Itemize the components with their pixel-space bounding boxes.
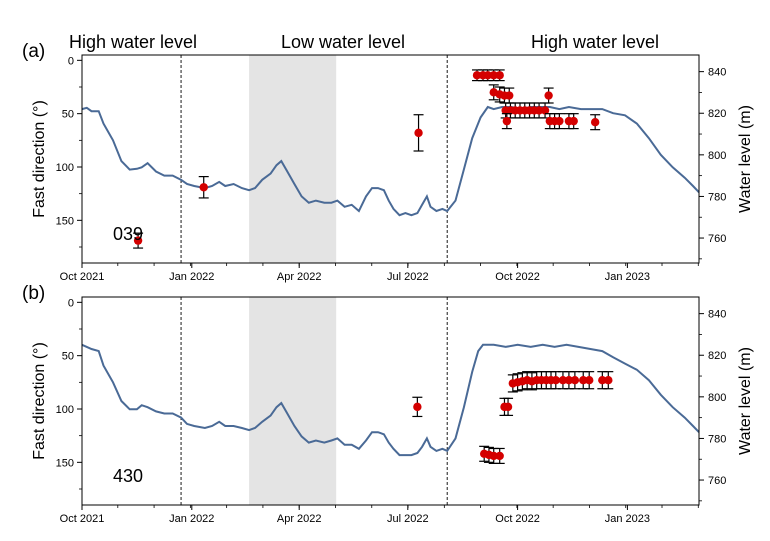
y-axis-title-right: Water level (m) (737, 105, 754, 213)
right-tick-label-4: 820 (708, 108, 726, 120)
water-level-line (81, 343, 700, 457)
data-marker (483, 71, 492, 80)
data-point-23 (543, 87, 554, 104)
data-marker (590, 118, 600, 127)
left-tick-label-4: 150 (56, 215, 74, 227)
data-marker (133, 236, 143, 245)
right-tick-label-1: 760 (708, 233, 726, 245)
right-tick-label-5: 840 (708, 309, 726, 321)
data-point-22 (584, 371, 595, 390)
panel-b: 0 50 100 150 760 780 800 820 840 Oct 2021 Jan 2022… (22, 283, 754, 525)
x-tick-label-5: Oct 2022 (495, 271, 540, 283)
region-label-low: Low water level (281, 32, 405, 52)
data-point-7 (503, 397, 514, 416)
panel-label: (b) (22, 283, 45, 304)
left-tick-label-3: 100 (56, 404, 74, 416)
data-point-22 (501, 113, 512, 130)
plot-frame (81, 296, 700, 506)
data-marker (570, 376, 580, 385)
data-marker (555, 116, 564, 126)
data-marker (495, 71, 504, 80)
data-point-28 (568, 113, 579, 130)
low-water-shading (249, 55, 337, 263)
panel-label: (a) (22, 41, 45, 62)
left-tick-label-2: 50 (62, 351, 74, 363)
data-point-5 (494, 447, 505, 464)
low-water-shading (249, 297, 337, 505)
x-tick-label-6: Jan 2023 (605, 513, 650, 525)
x-tick-label-1: Oct 2021 (60, 513, 105, 525)
station-label: 430 (113, 466, 143, 486)
x-tick-label-2: Jan 2022 (169, 271, 214, 283)
panel-a: 0 50 100 150 760 780 800 820 840 Oct 2021 Jan 2022… (22, 41, 754, 283)
right-tick-label-2: 780 (708, 433, 726, 445)
plot-frame (81, 54, 700, 264)
data-marker (598, 376, 607, 385)
data-marker (413, 402, 422, 412)
right-tick-label-4: 820 (708, 350, 726, 362)
data-marker (505, 91, 514, 100)
left-tick-label-4: 150 (56, 457, 74, 469)
left-tick-label-1: 0 (68, 55, 74, 67)
data-marker (534, 106, 544, 115)
data-point-19 (563, 371, 574, 390)
data-marker (495, 451, 504, 461)
data-marker (558, 376, 568, 385)
data-point-21 (540, 102, 551, 119)
data-marker (472, 71, 482, 80)
right-tick-label-2: 780 (708, 191, 726, 203)
data-point-8 (494, 69, 505, 82)
y-axis-title-left: Fast direction (°) (31, 342, 48, 460)
left-tick-label-3: 100 (56, 162, 74, 174)
data-marker (414, 128, 423, 138)
data-point-29 (590, 114, 601, 131)
data-point-24 (603, 371, 614, 390)
x-tick-label-4: Jul 2022 (387, 271, 429, 283)
right-tick-label-3: 800 (708, 392, 726, 404)
data-marker (551, 376, 560, 385)
x-tick-label-2: Jan 2022 (169, 513, 214, 525)
data-marker (489, 71, 498, 80)
data-marker (503, 402, 513, 412)
data-marker (564, 376, 574, 385)
data-point-20 (569, 371, 580, 390)
right-tick-label-3: 800 (708, 150, 726, 162)
region-label-high-2: High water level (531, 32, 659, 52)
data-marker (489, 451, 498, 461)
data-point-3 (413, 114, 424, 152)
data-marker (604, 376, 613, 385)
x-tick-label-5: Oct 2022 (495, 513, 540, 525)
y-axis-title-right: Water level (m) (737, 347, 754, 455)
data-point-17 (550, 371, 561, 390)
x-tick-label-1: Oct 2021 (60, 271, 105, 283)
data-point-2 (198, 176, 209, 199)
data-marker (540, 106, 550, 115)
water-level-line (81, 105, 700, 217)
x-tick-label-3: Apr 2022 (277, 271, 322, 283)
data-marker (199, 183, 208, 192)
data-marker (544, 91, 553, 100)
data-point-4 (488, 447, 499, 464)
x-tick-label-3: Apr 2022 (277, 513, 322, 525)
left-tick-label-2: 50 (62, 109, 74, 121)
right-tick-label-1: 760 (708, 475, 726, 487)
data-point-26 (554, 113, 565, 130)
region-label-high-1: High water level (69, 32, 197, 52)
x-tick-label-6: Jan 2023 (605, 271, 650, 283)
data-marker (579, 376, 588, 385)
data-marker (502, 116, 512, 126)
x-tick-label-4: Jul 2022 (387, 513, 429, 525)
data-marker (585, 376, 594, 385)
left-tick-label-1: 0 (68, 297, 74, 309)
station-label: 039 (113, 224, 143, 244)
data-marker (569, 116, 578, 126)
data-point-1 (412, 396, 423, 418)
data-point-1 (133, 232, 144, 249)
right-tick-label-5: 840 (708, 67, 726, 79)
y-axis-title-left: Fast direction (°) (31, 100, 48, 218)
data-point-12 (504, 87, 515, 104)
